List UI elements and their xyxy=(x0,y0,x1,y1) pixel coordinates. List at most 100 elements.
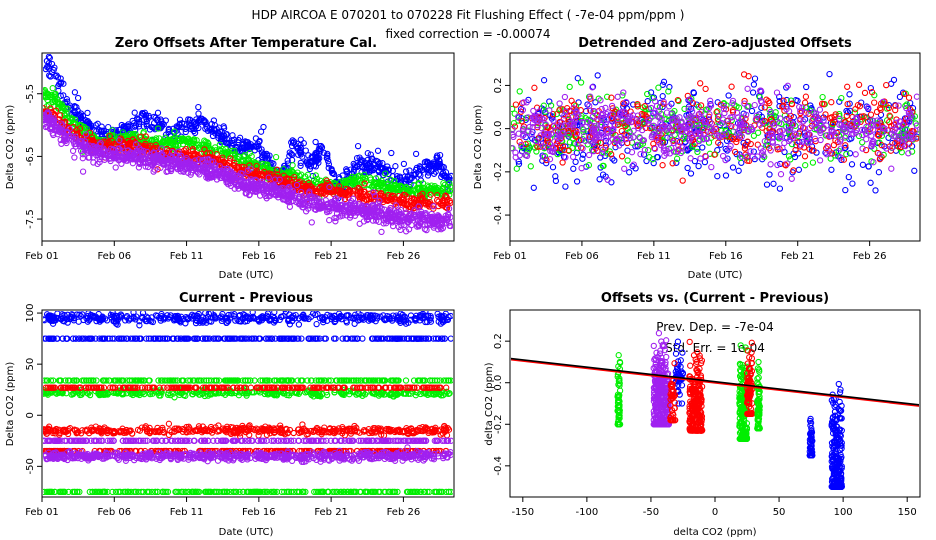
data-point xyxy=(239,170,246,177)
data-point xyxy=(64,98,71,105)
data-point xyxy=(844,83,851,90)
data-point xyxy=(715,112,723,120)
data-point xyxy=(738,153,745,160)
data-point xyxy=(79,151,86,158)
data-point xyxy=(599,150,606,157)
data-point xyxy=(557,147,564,155)
data-point xyxy=(842,121,849,128)
data-point xyxy=(314,203,321,210)
data-point xyxy=(195,144,203,152)
data-point xyxy=(426,203,433,210)
data-point xyxy=(813,119,820,126)
data-point xyxy=(865,163,872,170)
data-point xyxy=(751,101,758,109)
data-point xyxy=(718,127,725,134)
data-point xyxy=(655,84,662,91)
data-point xyxy=(744,157,751,164)
data-point xyxy=(347,188,354,195)
data-point xyxy=(110,150,117,157)
data-point xyxy=(848,120,856,127)
data-point xyxy=(63,96,71,103)
data-point xyxy=(599,111,607,118)
data-point xyxy=(870,126,877,133)
data-point xyxy=(619,117,626,124)
data-point xyxy=(205,155,212,163)
data-point xyxy=(720,116,727,123)
data-point xyxy=(284,157,291,164)
data-point xyxy=(715,118,722,126)
data-point xyxy=(797,124,804,131)
data-point xyxy=(145,143,152,150)
data-point xyxy=(883,81,890,89)
data-point xyxy=(589,84,596,91)
data-point xyxy=(634,141,641,149)
data-point xyxy=(597,97,604,104)
data-point xyxy=(532,137,540,145)
data-point xyxy=(717,101,724,108)
data-point xyxy=(776,98,783,105)
data-point xyxy=(370,207,378,215)
data-point xyxy=(124,147,132,154)
data-point xyxy=(832,111,839,118)
data-point xyxy=(132,122,140,129)
data-point xyxy=(586,102,593,110)
data-point xyxy=(415,203,422,210)
data-point xyxy=(796,117,804,124)
data-point xyxy=(550,117,557,124)
data-point xyxy=(552,127,559,134)
data-point xyxy=(897,118,904,125)
data-point xyxy=(529,124,536,131)
data-point xyxy=(879,125,887,132)
y-tick-label: -0.2 xyxy=(493,162,504,182)
plot-frame xyxy=(509,52,921,242)
data-point xyxy=(284,198,291,205)
data-point xyxy=(790,150,797,157)
data-point xyxy=(687,170,695,177)
data-point xyxy=(817,136,824,144)
data-point xyxy=(401,221,408,229)
data-point xyxy=(861,89,869,97)
data-point xyxy=(741,100,748,107)
data-point xyxy=(892,106,899,114)
data-point xyxy=(584,101,591,108)
data-point xyxy=(326,183,333,191)
data-point xyxy=(657,141,665,149)
data-point xyxy=(722,130,730,138)
data-point xyxy=(608,102,616,110)
data-point xyxy=(428,218,436,225)
data-point xyxy=(158,118,165,125)
data-point xyxy=(186,137,194,145)
data-point xyxy=(337,213,344,220)
data-point xyxy=(878,142,885,149)
data-point xyxy=(889,126,896,133)
data-point xyxy=(519,125,527,132)
data-point xyxy=(421,158,429,166)
data-point xyxy=(356,220,363,227)
data-point xyxy=(371,192,379,200)
data-point xyxy=(287,194,294,201)
data-point xyxy=(430,203,437,210)
data-point xyxy=(749,153,756,160)
data-point xyxy=(412,150,420,158)
data-point xyxy=(84,109,91,117)
data-point xyxy=(759,148,767,155)
data-point xyxy=(804,131,811,138)
data-point xyxy=(106,132,113,140)
data-point xyxy=(440,179,447,187)
data-point xyxy=(692,130,700,137)
data-point xyxy=(795,130,803,137)
data-point xyxy=(364,197,371,204)
data-point xyxy=(258,146,265,153)
data-point xyxy=(512,154,519,161)
data-point xyxy=(568,97,575,104)
data-point xyxy=(635,125,642,132)
data-point xyxy=(690,89,698,97)
data-point xyxy=(187,125,195,133)
data-point xyxy=(663,150,670,157)
data-point xyxy=(675,97,682,105)
data-point xyxy=(727,114,734,121)
data-point xyxy=(888,80,895,87)
data-point xyxy=(417,164,424,171)
data-point xyxy=(235,185,242,192)
